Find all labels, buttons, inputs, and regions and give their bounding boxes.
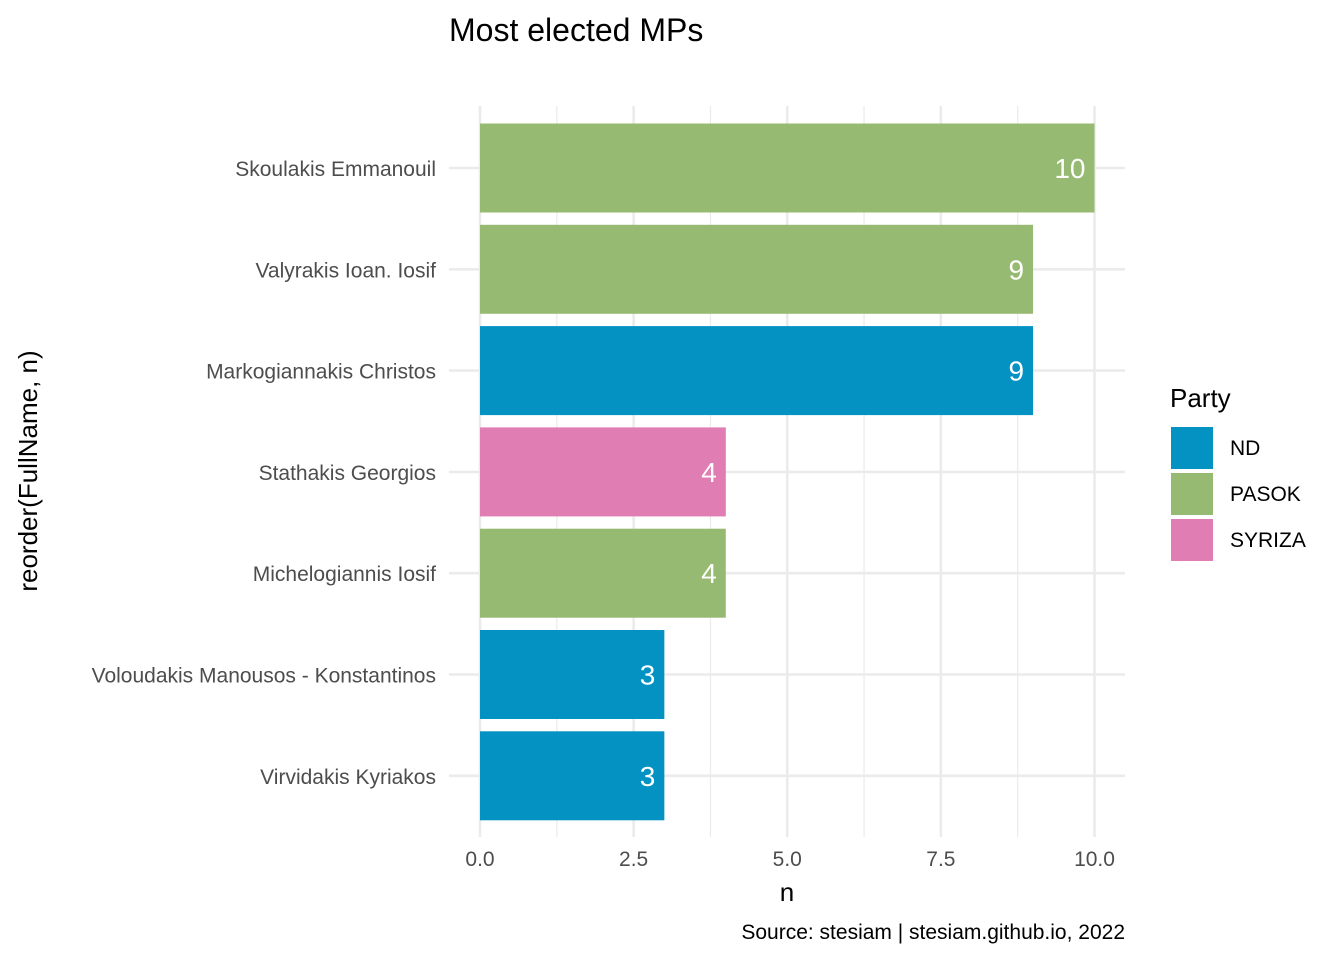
legend-title: Party (1170, 383, 1231, 413)
y-tick-label: Voloudakis Manousos - Konstantinos (92, 665, 436, 688)
chart-title: Most elected MPs (449, 12, 703, 48)
bar-value-label: 9 (1008, 356, 1024, 387)
bars: 10 9 9 4 4 3 3 (480, 123, 1095, 821)
x-axis-title: n (780, 877, 794, 907)
x-tick-label: 2.5 (619, 848, 648, 871)
legend-swatch (1171, 427, 1213, 469)
x-tick-label: 0.0 (465, 848, 494, 871)
y-tick-label: Virvidakis Kyriakos (260, 766, 436, 789)
legend-label: ND (1230, 437, 1260, 460)
legend-label: SYRIZA (1230, 529, 1306, 552)
bar-value-label: 10 (1054, 153, 1085, 184)
x-tick-label: 10.0 (1074, 848, 1115, 871)
x-tick-label: 5.0 (773, 848, 802, 871)
legend-swatch (1171, 519, 1213, 561)
x-tick-label: 7.5 (926, 848, 955, 871)
y-tick-label: Markogiannakis Christos (206, 361, 436, 384)
bar (480, 731, 665, 821)
legend-swatch (1171, 473, 1213, 515)
bar (480, 326, 1034, 416)
source-caption: Source: stesiam | stesiam.github.io, 202… (741, 921, 1125, 944)
bar-value-label: 3 (640, 660, 656, 691)
y-axis-title: reorder(FullName, n) (13, 350, 43, 591)
bar (480, 123, 1095, 213)
bar-value-label: 3 (640, 761, 656, 792)
bar-value-label: 4 (701, 558, 717, 589)
x-tick-labels: 0.0 2.5 5.0 7.5 10.0 (465, 848, 1115, 871)
legend: Party ND PASOK SYRIZA (1170, 383, 1306, 561)
y-tick-labels: Skoulakis Emmanouil Valyrakis Ioan. Iosif… (92, 158, 437, 789)
bar-value-label: 4 (701, 457, 717, 488)
legend-label: PASOK (1230, 483, 1301, 506)
bar (480, 224, 1034, 314)
y-tick-label: Valyrakis Ioan. Iosif (255, 259, 436, 282)
bar-value-label: 9 (1008, 254, 1024, 285)
bar (480, 427, 726, 517)
y-tick-label: Stathakis Georgios (259, 462, 436, 485)
y-tick-label: Michelogiannis Iosif (253, 563, 436, 586)
bar (480, 630, 665, 719)
y-tick-label: Skoulakis Emmanouil (235, 158, 436, 181)
bar (480, 528, 726, 618)
